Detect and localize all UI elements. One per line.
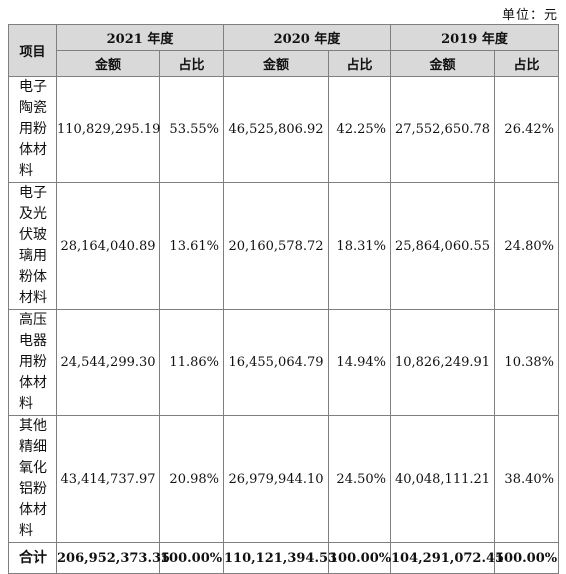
ratio-cell: 24.50% [328, 415, 391, 543]
ratio-cell: 42.25% [328, 76, 391, 183]
row-item: 电子 陶瓷 用粉 体材 料 [8, 76, 57, 183]
header-ratio: 占比 [159, 50, 224, 77]
total-amount-cell: 110,121,394.53 [223, 542, 337, 574]
total-amount-cell: 206,952,373.35 [56, 542, 170, 574]
ratio-cell: 13.61% [159, 182, 224, 310]
total-label: 合计 [8, 542, 57, 574]
header-year-2021: 2021 年度 [56, 24, 224, 51]
ratio-cell: 24.80% [494, 182, 559, 310]
amount-cell: 27,552,650.78 [390, 76, 495, 183]
amount-cell: 25,864,060.55 [390, 182, 495, 310]
amount-cell: 20,160,578.72 [223, 182, 329, 310]
header-amount: 金额 [223, 50, 329, 77]
total-ratio-cell: 100.00% [159, 542, 224, 574]
table-row: 其他 精细 氧化 铝粉 体材 料 43,414,737.97 20.98% 26… [8, 415, 559, 543]
amount-cell: 28,164,040.89 [56, 182, 160, 310]
row-item: 其他 精细 氧化 铝粉 体材 料 [8, 415, 57, 543]
header-item: 项目 [8, 24, 57, 77]
revenue-table: 项目 2021 年度 2020 年度 2019 年度 金额 占比 金额 占比 金… [8, 24, 559, 574]
row-item: 电子 及光 伏玻 璃用 粉体 材料 [8, 182, 57, 310]
header-amount: 金额 [56, 50, 160, 77]
amount-cell: 10,826,249.91 [390, 309, 495, 416]
table-row: 高压 电器 用粉 体材 料 24,544,299.30 11.86% 16,45… [8, 309, 559, 416]
total-ratio-cell: 100.00% [328, 542, 391, 574]
total-ratio-cell: 100.00% [494, 542, 559, 574]
total-amount-cell: 104,291,072.45 [390, 542, 504, 574]
header-year-2020: 2020 年度 [223, 24, 391, 51]
amount-cell: 46,525,806.92 [223, 76, 329, 183]
amount-cell: 110,829,295.19 [56, 76, 160, 183]
amount-cell: 40,048,111.21 [390, 415, 495, 543]
table-row: 电子 及光 伏玻 璃用 粉体 材料 28,164,040.89 13.61% 2… [8, 182, 559, 310]
ratio-cell: 11.86% [159, 309, 224, 416]
ratio-cell: 38.40% [494, 415, 559, 543]
table-row: 电子 陶瓷 用粉 体材 料 110,829,295.19 53.55% 46,5… [8, 76, 559, 183]
amount-cell: 26,979,944.10 [223, 415, 329, 543]
amount-cell: 24,544,299.30 [56, 309, 160, 416]
total-row: 合计 206,952,373.35 100.00% 110,121,394.53… [8, 542, 559, 574]
header-ratio: 占比 [494, 50, 559, 77]
amount-cell: 43,414,737.97 [56, 415, 160, 543]
ratio-cell: 20.98% [159, 415, 224, 543]
unit-label: 单位：元 [501, 8, 558, 23]
amount-cell: 16,455,064.79 [223, 309, 329, 416]
header-ratio: 占比 [328, 50, 391, 77]
ratio-cell: 14.94% [328, 309, 391, 416]
ratio-cell: 26.42% [494, 76, 559, 183]
header-year-2019: 2019 年度 [390, 24, 559, 51]
ratio-cell: 53.55% [159, 76, 224, 183]
ratio-cell: 10.38% [494, 309, 559, 416]
header-amount: 金额 [390, 50, 495, 77]
ratio-cell: 18.31% [328, 182, 391, 310]
row-item: 高压 电器 用粉 体材 料 [8, 309, 57, 416]
